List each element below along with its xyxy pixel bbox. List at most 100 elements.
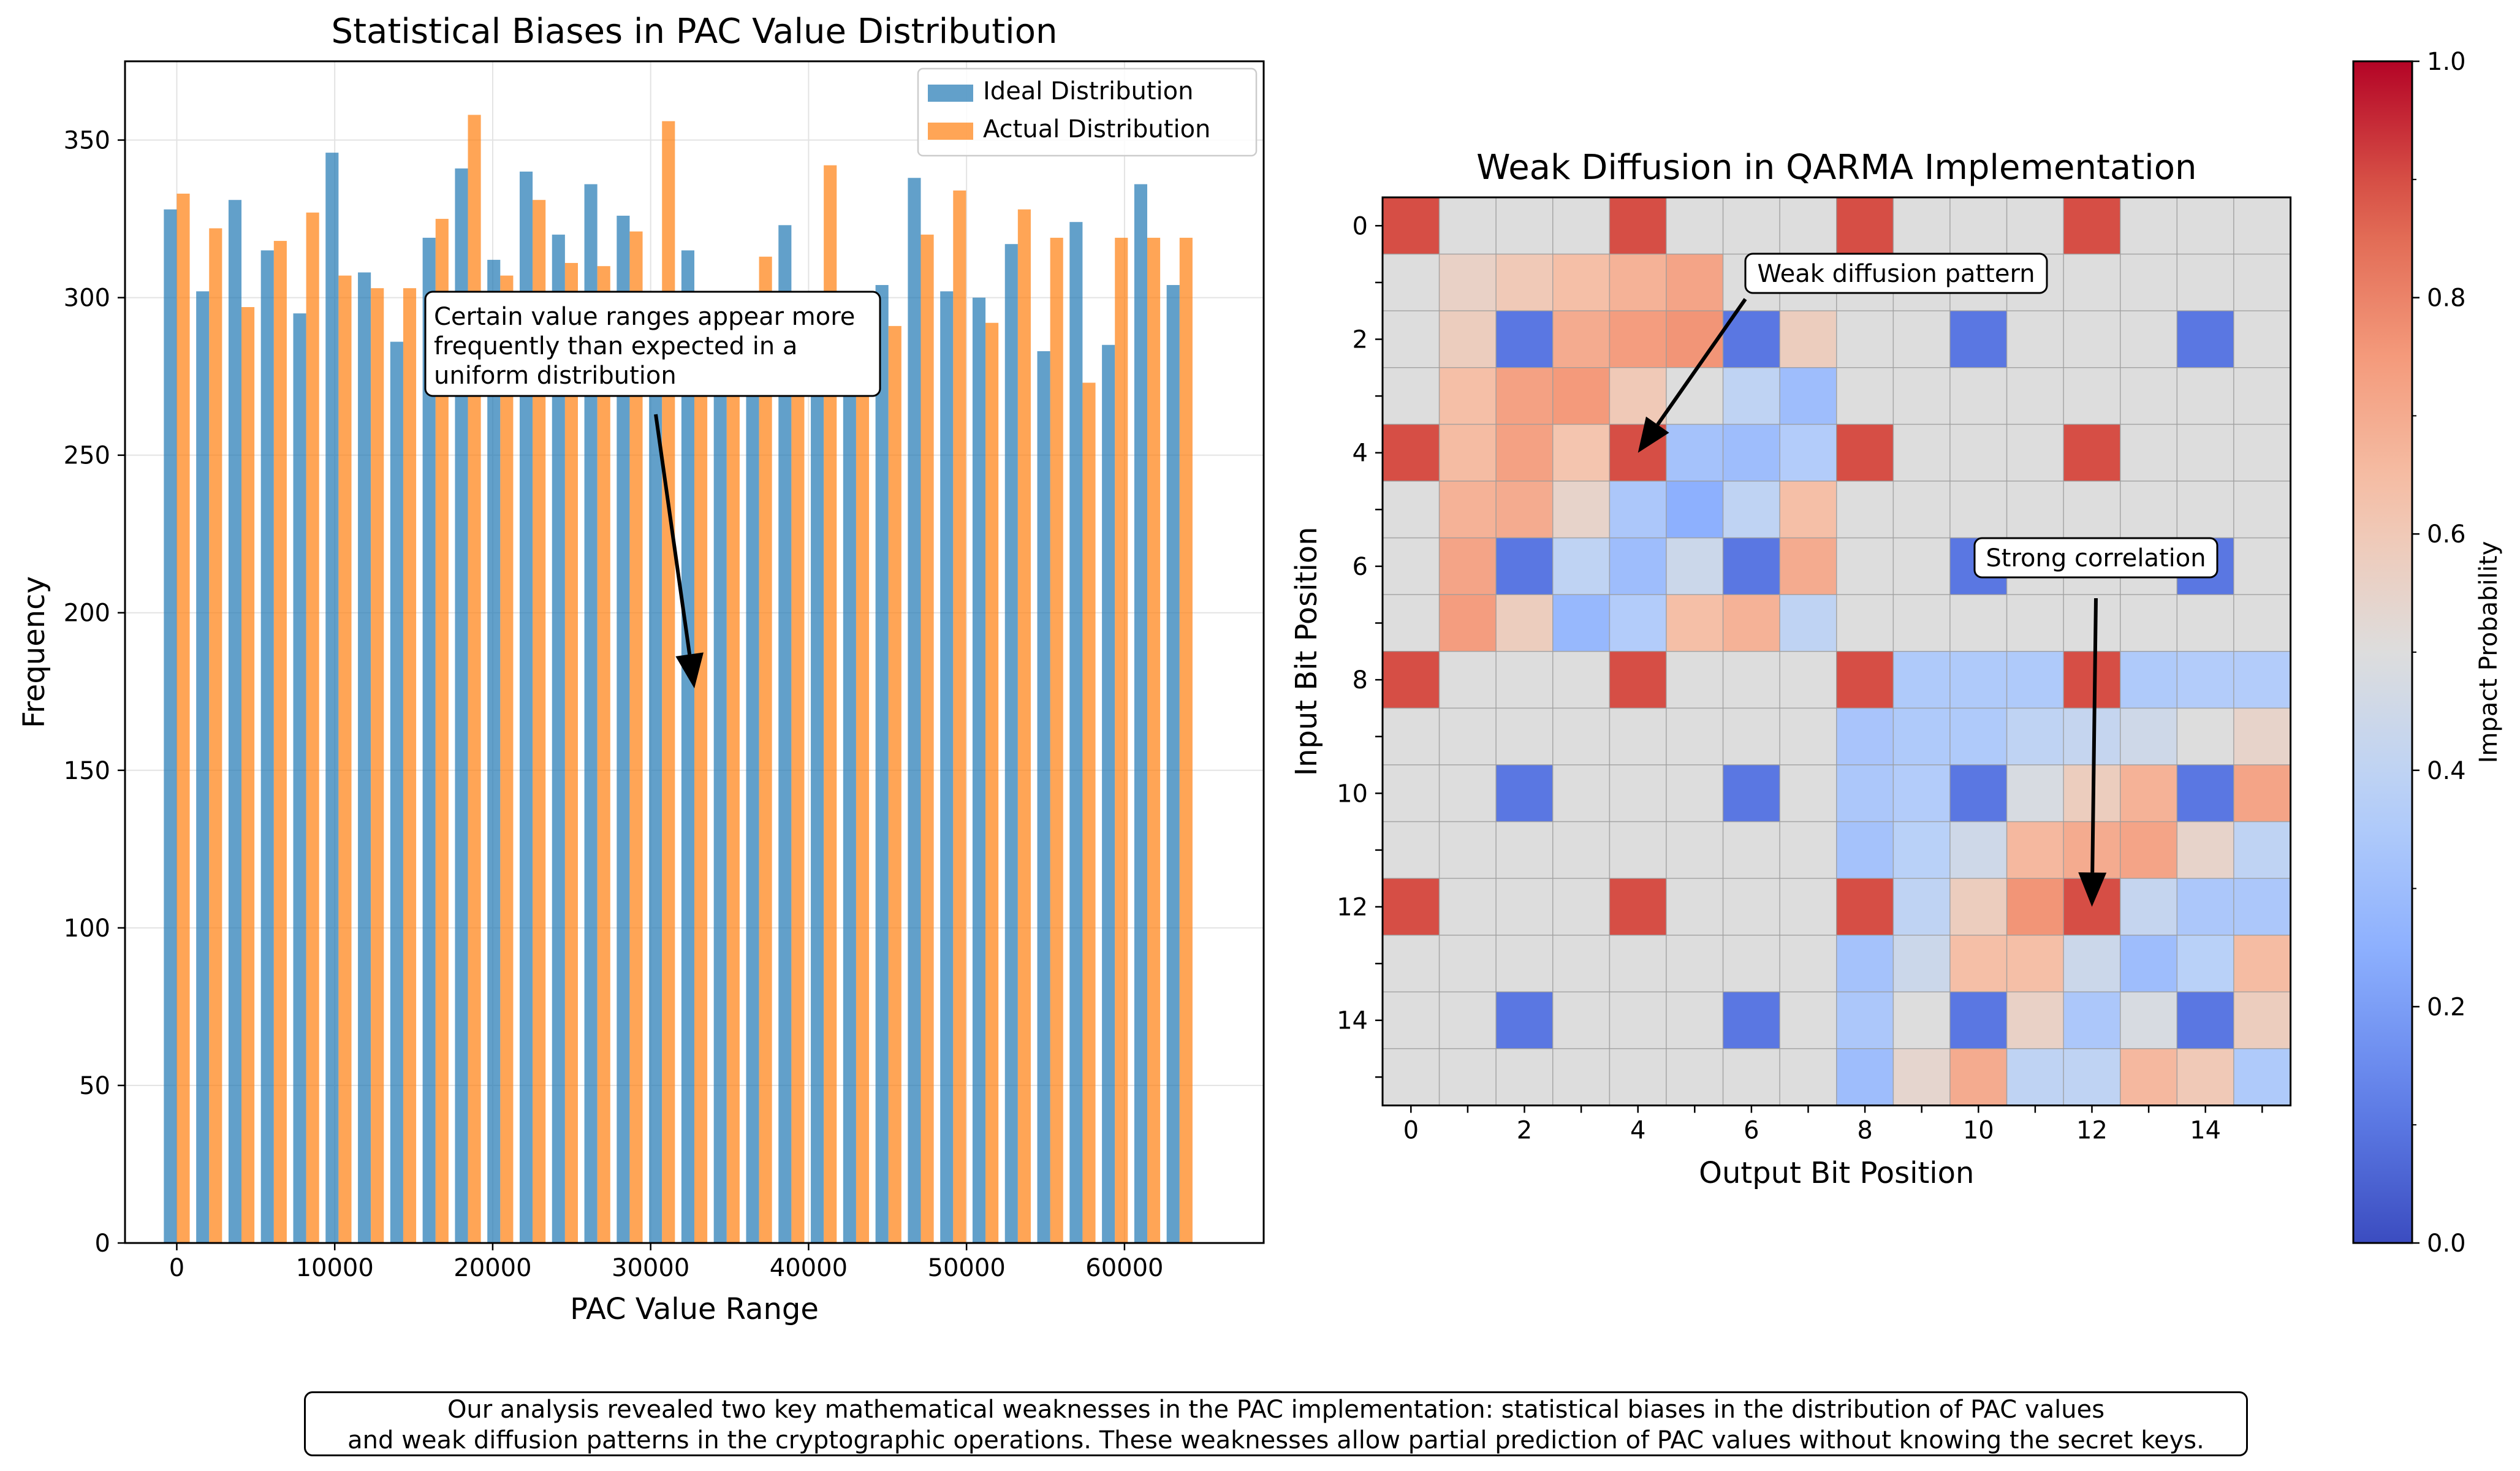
heatmap-cell — [1438, 310, 1497, 368]
heatmap-cell — [1609, 594, 1667, 652]
heatmap-cell — [1892, 935, 1951, 993]
ideal-bar — [1166, 285, 1180, 1243]
actual-bar — [1017, 209, 1031, 1243]
heatmap-cell — [2006, 424, 2064, 482]
heatmap-cell — [1609, 821, 1667, 879]
heatmap-cell — [1382, 253, 1440, 311]
footer-line-1: Our analysis revealed two key mathematic… — [447, 1396, 2105, 1424]
heatmap-cell — [1892, 424, 1951, 482]
actual-bar — [759, 256, 772, 1243]
bar-chart-x-tick-label: 60000 — [1085, 1254, 1163, 1282]
actual-bar — [209, 228, 222, 1243]
heatmap-cell — [2120, 821, 2178, 879]
heatmap-cell — [2176, 253, 2234, 311]
heatmap-cell — [1382, 878, 1440, 936]
actual-bar — [241, 307, 255, 1244]
heatmap-cell — [1949, 935, 2008, 993]
heatmap-cell — [1949, 764, 2008, 823]
heatmap-cell — [1382, 935, 1440, 993]
bar-chart-axes-frame — [124, 60, 1265, 1244]
actual-bar — [662, 121, 675, 1244]
heatmap-cell — [2176, 197, 2234, 255]
heatmap-cell — [1666, 367, 1724, 425]
ideal-bar — [260, 250, 274, 1244]
heatmap-cell — [1949, 310, 2008, 368]
heatmap-cell — [1949, 197, 2008, 255]
bar-chart-x-label: PAC Value Range — [570, 1292, 819, 1326]
heatmap-cell — [1552, 1048, 1611, 1106]
colorbar-tick-label: 0.2 — [2427, 993, 2466, 1021]
heatmap-cell — [1892, 481, 1951, 539]
heatmap-y-tick-label: 10 — [1337, 780, 1368, 808]
heatmap-cell — [1779, 537, 1837, 595]
heatmap-cell — [1495, 707, 1554, 766]
heatmap-cell — [1779, 821, 1837, 879]
heatmap-cell — [1438, 481, 1497, 539]
heatmap-cell — [1382, 537, 1440, 595]
bar-chart-y-tick-label: 50 — [79, 1072, 110, 1100]
ideal-bar — [649, 303, 662, 1243]
heatmap-cell — [2233, 481, 2291, 539]
actual-bar — [468, 115, 481, 1243]
heatmap-cell — [1949, 594, 2008, 652]
heatmap-cell — [2233, 821, 2291, 879]
legend-swatch — [928, 123, 973, 140]
heatmap-cell — [1609, 764, 1667, 823]
actual-bar — [533, 200, 546, 1244]
heatmap-cell — [1495, 253, 1554, 311]
heatmap-cell — [1552, 991, 1611, 1049]
ideal-bar — [584, 184, 598, 1244]
ideal-bar — [811, 297, 824, 1244]
heatmap-annotation-box — [1744, 253, 2048, 294]
heatmap-cell — [2176, 878, 2234, 936]
ideal-bar — [778, 225, 792, 1243]
heatmap-annotation-arrowhead — [1638, 416, 1669, 453]
ideal-bar — [940, 291, 954, 1243]
heatmap-cell — [1836, 1048, 1894, 1106]
heatmap-cell — [2233, 764, 2291, 823]
heatmap-cell — [1779, 367, 1837, 425]
heatmap-cell — [1892, 651, 1951, 709]
heatmap-cell — [2120, 424, 2178, 482]
heatmap-cell — [1949, 367, 2008, 425]
bar-chart-x-tick-label: 50000 — [928, 1254, 1006, 1282]
bar-chart-legend-box — [917, 67, 1258, 157]
heatmap-cell — [1779, 424, 1837, 482]
colorbar — [2352, 60, 2413, 1244]
ideal-bar — [1004, 244, 1018, 1244]
ideal-bar — [1134, 184, 1147, 1244]
heatmap-cell — [2120, 651, 2178, 709]
heatmap-cell — [2233, 537, 2291, 595]
heatmap-cell — [1892, 310, 1951, 368]
heatmap-cell — [1666, 310, 1724, 368]
heatmap-annotation-text: Strong correlation — [1986, 544, 2206, 572]
heatmap-cell — [2233, 878, 2291, 936]
heatmap-x-tick-label: 4 — [1630, 1117, 1645, 1145]
bar-chart-y-tick-label: 200 — [64, 599, 110, 628]
heatmap-cell — [1836, 481, 1894, 539]
heatmap-cell — [1722, 594, 1780, 652]
colorbar-tick-label: 0.0 — [2427, 1230, 2466, 1258]
heatmap-cell — [1438, 253, 1497, 311]
bar-chart-title: Statistical Biases in PAC Value Distribu… — [332, 12, 1058, 51]
heatmap-cell — [1609, 1048, 1667, 1106]
ideal-bar — [713, 297, 727, 1244]
heatmap-cell — [2176, 367, 2234, 425]
heatmap-cell — [1609, 310, 1667, 368]
heatmap-cell — [2233, 253, 2291, 311]
actual-bar — [1050, 237, 1063, 1243]
heatmap-annotation-arrow — [2090, 598, 2098, 873]
heatmap-y-tick-label: 4 — [1353, 439, 1368, 468]
heatmap-cell — [1836, 197, 1894, 255]
bar-chart-y-tick-label: 250 — [64, 442, 110, 470]
heatmap-cell — [1438, 537, 1497, 595]
heatmap-x-tick-label: 6 — [1744, 1117, 1759, 1145]
heatmap-cell — [2120, 878, 2178, 936]
heatmap-cell — [1722, 991, 1780, 1049]
heatmap-cell — [1382, 424, 1440, 482]
heatmap-cell — [2006, 310, 2064, 368]
heatmap-cell — [1552, 707, 1611, 766]
heatmap-cell — [1779, 197, 1837, 255]
heatmap-x-tick-label: 12 — [2076, 1117, 2108, 1145]
ideal-bar — [455, 168, 468, 1244]
